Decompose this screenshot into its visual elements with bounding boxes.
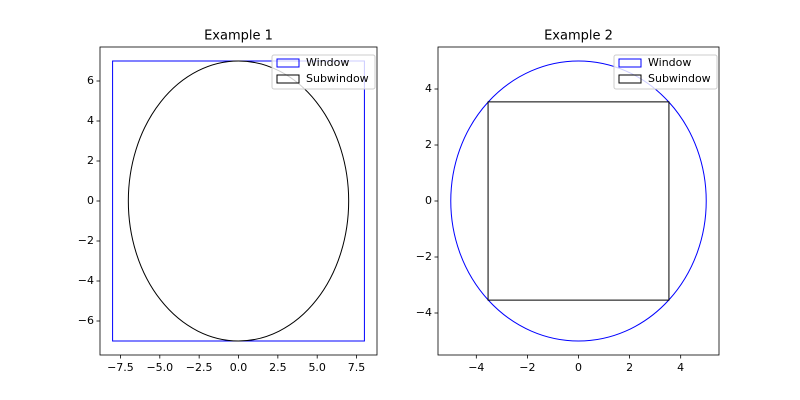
subplot: Example 1 −7.5 −5.0 −2.5 0.0 2.5 5.0 7.5 −6 −4 −2 0… <box>78 29 378 374</box>
x-tick-label: −2.5 <box>186 361 213 374</box>
legend: Window Subwindow <box>271 54 376 90</box>
x-tick-label: 5.0 <box>308 361 326 374</box>
y-tick-label: 0 <box>87 194 94 207</box>
subplot: Example 2 −4 −2 0 2 4 −4 −2 0 2 4 Window Subwindow <box>416 29 720 374</box>
y-tick-label: −4 <box>78 274 94 287</box>
ellipse-shape <box>450 60 707 342</box>
y-tick-label: −2 <box>416 250 432 263</box>
x-tick-label: 4 <box>677 361 684 374</box>
y-tick-label: 4 <box>425 82 432 95</box>
subplot-title: Example 2 <box>544 29 613 44</box>
legend: Window Subwindow <box>613 54 718 90</box>
axes-frame <box>99 46 378 356</box>
legend-label: Subwindow <box>306 72 369 85</box>
y-tick-label: −4 <box>416 306 432 319</box>
y-tick-label: −2 <box>78 234 94 247</box>
x-tick-label: 0.0 <box>230 361 248 374</box>
legend-swatch <box>276 58 300 68</box>
axes-frame <box>437 46 720 356</box>
y-tick-label: −6 <box>78 314 94 327</box>
y-tick-label: 6 <box>87 74 94 87</box>
legend-swatch <box>618 74 642 84</box>
x-tick-label: −2 <box>519 361 535 374</box>
x-tick-label: 7.5 <box>348 361 366 374</box>
legend-label: Subwindow <box>648 72 711 85</box>
legend-frame <box>271 54 376 90</box>
legend-swatch <box>618 58 642 68</box>
legend-swatch <box>276 74 300 84</box>
y-tick-label: 4 <box>87 114 94 127</box>
y-tick-label: 2 <box>425 138 432 151</box>
rectangle-shape <box>487 101 670 301</box>
rectangle-shape <box>112 60 365 342</box>
y-tick-label: 2 <box>87 154 94 167</box>
x-tick-label: −4 <box>468 361 484 374</box>
legend-frame <box>613 54 718 90</box>
x-tick-label: 2.5 <box>269 361 287 374</box>
x-tick-label: 0 <box>575 361 582 374</box>
x-tick-label: −5.0 <box>146 361 173 374</box>
legend-label: Window <box>648 56 691 69</box>
subplot-title: Example 1 <box>204 29 273 44</box>
legend-label: Window <box>306 56 349 69</box>
ellipse-shape <box>127 60 350 342</box>
x-tick-label: −7.5 <box>107 361 134 374</box>
x-tick-label: 2 <box>626 361 633 374</box>
y-tick-label: 0 <box>425 194 432 207</box>
